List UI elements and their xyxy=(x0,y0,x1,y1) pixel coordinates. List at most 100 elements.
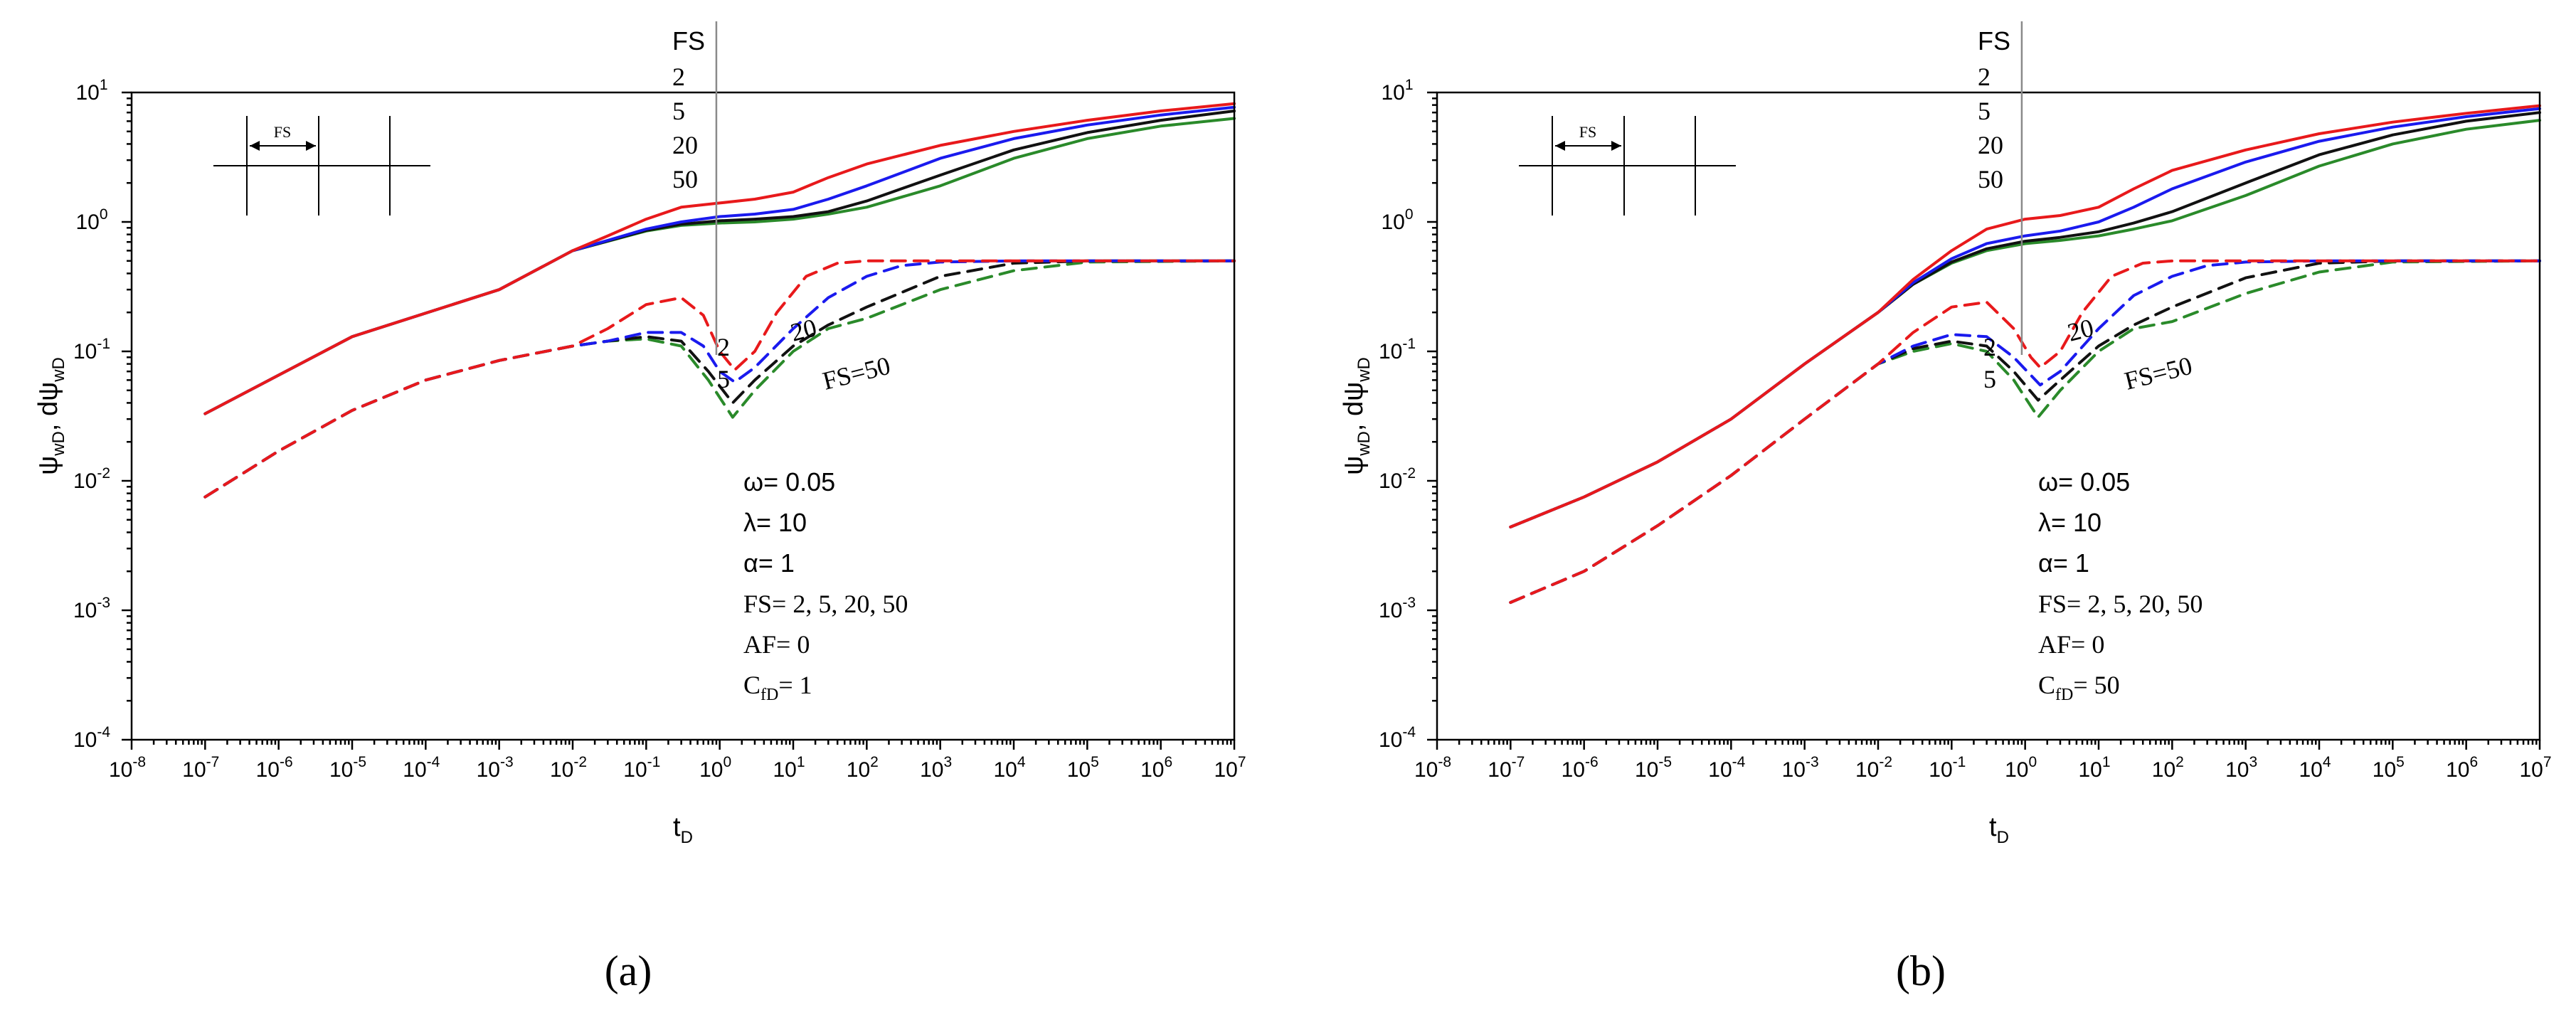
panel-b-annotation-line-4: AF= 0 xyxy=(2038,630,2104,659)
panel-b-inset-label: FS xyxy=(1579,123,1596,141)
panel-a-x-tick-label: 10-4 xyxy=(403,754,440,782)
panel-a-caption: (a) xyxy=(605,947,652,994)
panel-a-parameter-annotation: ω= 0.05 λ= 10 α= 1 FS= 2, 5, 20, 50 AF= 0 CfD… xyxy=(743,467,908,704)
panel-b-annotation-line-0: ω= 0.05 xyxy=(2038,467,2130,496)
panel-b-annotation-line-2: α= 1 xyxy=(2038,548,2089,578)
panel-b-x-tick-label: 100 xyxy=(2005,754,2037,782)
panel-b-derivative-curve-fs-20 xyxy=(1509,259,2541,604)
panel-b-y-tick-label: 10-3 xyxy=(1379,595,1416,622)
panel-a-x-tick-label: 102 xyxy=(847,754,879,782)
panel-b-derivative-label-2: 20 xyxy=(2064,313,2097,347)
panel-a-y-axis-label: ψwD, dψwD xyxy=(33,357,68,475)
panel-b-fs-label-2: 2 xyxy=(1978,63,1991,91)
panel-b-x-tick-label: 10-7 xyxy=(1488,754,1525,782)
panel-a-x-tick-label: 10-8 xyxy=(109,754,146,782)
panel-a-ticks: 10-8 10-7 10-6 10-5 10-4 10-3 10-2 10-1 100 101 10… xyxy=(73,77,1246,782)
panel-a-x-tick-label: 10-6 xyxy=(256,754,293,782)
panel-a-x-tick-label: 101 xyxy=(773,754,805,782)
panel-a-x-tick-label: 100 xyxy=(699,754,731,782)
panel-a-y-tick-label: 10-2 xyxy=(73,465,110,493)
panel-a-x-tick-label: 10-3 xyxy=(477,754,514,782)
panel-a-fs-label-5: 5 xyxy=(672,97,685,125)
panel-b-x-tick-label: 10-2 xyxy=(1855,754,1892,782)
panel-a-x-tick-label: 10-7 xyxy=(182,754,219,782)
panel-b-derivative-label-0: 2 xyxy=(1983,333,1996,361)
panel-a-x-axis-label: tD xyxy=(673,812,693,847)
panel-b-annotation-line-5: CfD= 50 xyxy=(2038,671,2120,704)
panel-b-annotation-line-3: FS= 2, 5, 20, 50 xyxy=(2038,590,2203,618)
panel-a-x-tick-label: 103 xyxy=(920,754,952,782)
panel-b-x-tick-label: 107 xyxy=(2519,754,2551,782)
panel-a-x-tick-label: 10-1 xyxy=(623,754,660,782)
panel-b-fs-marker: FS 2 5 20 50 xyxy=(1978,21,2023,355)
panel-a-x-tick-label: 106 xyxy=(1140,754,1172,782)
panel-b-x-tick-label: 10-4 xyxy=(1708,754,1745,782)
panel-b-fs-inset-diagram: FS xyxy=(1519,116,1736,216)
panel-a-y-tick-label: 101 xyxy=(75,77,107,105)
panel-a-x-tick-label: 10-2 xyxy=(550,754,587,782)
panel-a-plot-frame xyxy=(130,91,1236,741)
panel-a: 10-8 10-7 10-6 10-5 10-4 10-3 10-2 10-1 100 101 10… xyxy=(33,21,1246,994)
panel-a-x-tick-label: 105 xyxy=(1067,754,1099,782)
panel-b-fs-label-50: 50 xyxy=(1978,165,2003,193)
panel-b-fs-label-20: 20 xyxy=(1978,131,2003,159)
panel-b-derivative-label-1: 5 xyxy=(1983,365,1996,393)
panel-b-derivative-curve-fs-50 xyxy=(1509,259,2541,604)
panel-b-parameter-annotation: ω= 0.05 λ= 10 α= 1 FS= 2, 5, 20, 50 AF= 0 CfD… xyxy=(2038,467,2203,704)
panel-b-y-tick-label: 10-2 xyxy=(1379,465,1416,493)
panel-a-inset-label: FS xyxy=(274,123,291,141)
panel-a-x-tick-label: 10-5 xyxy=(329,754,366,782)
panel-b-x-tick-label: 10-3 xyxy=(1782,754,1819,782)
panel-a-y-tick-label: 100 xyxy=(75,206,107,234)
panel-a-derivative-curve-fs-2 xyxy=(203,259,1236,499)
panel-a-fs-header: FS xyxy=(672,26,705,55)
panel-a-fs-marker: FS 2 5 20 50 xyxy=(672,21,718,355)
panel-a-inset-arrowhead-left xyxy=(250,141,260,151)
panel-b-pressure-curve-fs-2 xyxy=(1509,104,2541,528)
panel-a-fs-inset-diagram: FS xyxy=(213,116,430,216)
panel-a-fs-label-2: 2 xyxy=(672,63,685,91)
panel-a-y-tick-label: 10-3 xyxy=(73,595,110,622)
panel-a-derivative-label-2: 20 xyxy=(788,313,820,347)
panel-a-fs-label-50: 50 xyxy=(672,165,698,193)
panel-b-y-tick-label: 10-1 xyxy=(1379,336,1416,363)
panel-b-caption: (b) xyxy=(1896,947,1946,994)
panel-a-annotation-line-3: FS= 2, 5, 20, 50 xyxy=(743,590,908,618)
panel-b-x-tick-label: 103 xyxy=(2225,754,2257,782)
panel-a-annotation-line-2: α= 1 xyxy=(743,548,795,578)
panel-b-pressure-curve-fs-5 xyxy=(1509,107,2541,528)
panel-b-y-tick-label: 101 xyxy=(1381,77,1413,105)
panel-b-x-tick-label: 10-6 xyxy=(1562,754,1599,782)
panel-b-pressure-curve-fs-20 xyxy=(1509,111,2541,528)
panel-a-pressure-curve-fs-2 xyxy=(203,102,1236,415)
panel-a-y-tick-label: 10-1 xyxy=(73,336,110,363)
panel-b-annotation-line-1: λ= 10 xyxy=(2038,508,2101,537)
panel-b-ticks: 10-8 10-7 10-6 10-5 10-4 10-3 10-2 10-1 100 101 10… xyxy=(1379,77,2552,782)
panel-b-x-tick-label: 10-8 xyxy=(1414,754,1451,782)
panel-b: 10-8 10-7 10-6 10-5 10-4 10-3 10-2 10-1 100 101 10… xyxy=(1339,21,2552,994)
panel-a-curves xyxy=(203,102,1236,499)
panel-a-y-tick-label: 10-4 xyxy=(73,724,110,752)
panel-a-derivative-label-1: 5 xyxy=(717,365,730,393)
panel-a-x-tick-label: 107 xyxy=(1214,754,1246,782)
panel-b-inset-arrowhead-left xyxy=(1555,141,1565,151)
panel-b-derivative-curve-fs-2 xyxy=(1509,259,2541,604)
panel-b-x-tick-label: 10-1 xyxy=(1929,754,1966,782)
panel-b-inset-arrowhead-right xyxy=(1611,141,1621,151)
panel-a-annotation-line-5: CfD= 1 xyxy=(743,671,812,704)
panel-a-fs-label-20: 20 xyxy=(672,131,698,159)
panel-b-x-axis-label: tD xyxy=(1989,812,2009,847)
panel-a-derivative-label-0: 2 xyxy=(717,333,730,361)
panel-a-x-tick-label: 104 xyxy=(993,754,1025,782)
panel-b-y-tick-label: 100 xyxy=(1381,206,1413,234)
panel-a-annotation-line-0: ω= 0.05 xyxy=(743,467,835,496)
panel-b-fs-label-5: 5 xyxy=(1978,97,1991,125)
panel-a-derivative-label-3: FS=50 xyxy=(820,351,893,395)
panel-b-x-tick-label: 10-5 xyxy=(1635,754,1672,782)
panel-a-annotation-line-1: λ= 10 xyxy=(743,508,807,537)
panel-b-derivative-curve-fs-5 xyxy=(1509,259,2541,604)
panel-b-x-tick-label: 105 xyxy=(2373,754,2405,782)
panel-b-y-axis-label: ψwD, dψwD xyxy=(1339,357,1374,475)
panel-a-annotation-line-4: AF= 0 xyxy=(743,630,810,659)
